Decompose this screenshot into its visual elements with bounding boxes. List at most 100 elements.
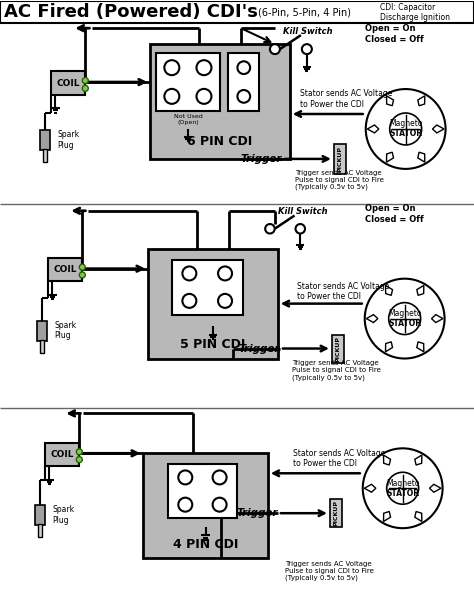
Text: Trigger sends AC Voltage
Pulse to signal CDI to Fire
(Typically 0.5v to 5v): Trigger sends AC Voltage Pulse to signal… <box>295 170 384 190</box>
Text: Trigger sends AC Voltage
Pulse to signal CDI to Fire
(Typically 0.5v to 5v): Trigger sends AC Voltage Pulse to signal… <box>285 561 374 581</box>
Bar <box>168 464 237 518</box>
Circle shape <box>197 60 211 75</box>
Polygon shape <box>383 455 391 465</box>
Polygon shape <box>385 342 392 352</box>
Circle shape <box>265 224 274 234</box>
Polygon shape <box>386 96 393 105</box>
Circle shape <box>366 89 446 169</box>
Text: COIL: COIL <box>56 78 80 88</box>
Bar <box>143 454 268 558</box>
Polygon shape <box>415 455 422 465</box>
Text: COIL: COIL <box>51 450 74 459</box>
Polygon shape <box>418 96 425 105</box>
Circle shape <box>218 294 232 308</box>
Polygon shape <box>417 286 424 295</box>
Circle shape <box>182 294 196 308</box>
Circle shape <box>164 89 179 104</box>
Polygon shape <box>367 125 379 133</box>
Polygon shape <box>383 511 391 522</box>
Polygon shape <box>365 484 376 492</box>
Bar <box>40 130 50 150</box>
Text: Trigger: Trigger <box>238 343 280 354</box>
Text: Kill Switch: Kill Switch <box>283 27 333 36</box>
Text: Magneto: Magneto <box>388 309 421 318</box>
Circle shape <box>295 224 305 234</box>
Circle shape <box>237 61 250 74</box>
Bar <box>172 260 243 314</box>
Bar <box>150 44 290 159</box>
Bar <box>0 1 474 23</box>
Circle shape <box>164 60 179 75</box>
Bar <box>38 524 42 537</box>
Circle shape <box>365 279 445 359</box>
Polygon shape <box>431 314 443 322</box>
Circle shape <box>237 90 250 103</box>
Circle shape <box>363 448 443 528</box>
Circle shape <box>390 113 422 145</box>
Text: CDI: Capacitor
Discharge Ignition: CDI: Capacitor Discharge Ignition <box>380 2 450 22</box>
Bar <box>156 53 220 111</box>
Circle shape <box>79 264 85 270</box>
Polygon shape <box>385 286 392 295</box>
Circle shape <box>270 44 280 54</box>
Bar <box>37 321 47 341</box>
Bar <box>330 499 342 527</box>
Text: AC Fired (Powered) CDI's: AC Fired (Powered) CDI's <box>4 3 258 21</box>
Circle shape <box>82 85 88 91</box>
Text: PICKUP: PICKUP <box>337 146 342 172</box>
Text: PICKUP: PICKUP <box>333 500 338 526</box>
Bar <box>148 249 278 359</box>
Circle shape <box>213 470 227 484</box>
Polygon shape <box>386 152 393 162</box>
Text: Spark
Plug: Spark Plug <box>55 321 76 340</box>
Text: (6-Pin, 5-Pin, 4 Pin): (6-Pin, 5-Pin, 4 Pin) <box>258 7 351 17</box>
Circle shape <box>76 457 82 463</box>
Text: Trigger: Trigger <box>237 508 278 518</box>
Text: 5 PIN CDI: 5 PIN CDI <box>181 338 246 351</box>
Text: STATOR: STATOR <box>386 489 419 498</box>
Bar <box>51 72 85 95</box>
Text: Not Used
(Open): Not Used (Open) <box>173 115 202 125</box>
Bar <box>46 443 79 466</box>
Text: Spark
Plug: Spark Plug <box>52 506 74 525</box>
Circle shape <box>178 470 192 484</box>
Text: Magneto: Magneto <box>389 120 422 129</box>
Text: Spark
Plug: Spark Plug <box>57 130 80 150</box>
Text: Kill Switch: Kill Switch <box>278 207 328 216</box>
Bar <box>40 340 45 352</box>
Bar <box>44 149 47 162</box>
Text: Trigger: Trigger <box>240 154 282 164</box>
Bar <box>48 258 82 281</box>
Circle shape <box>82 78 88 83</box>
Text: COIL: COIL <box>54 265 77 274</box>
Bar <box>228 53 259 111</box>
Text: 6 PIN CDI: 6 PIN CDI <box>187 135 253 148</box>
Polygon shape <box>418 152 425 162</box>
Bar <box>332 335 344 362</box>
Circle shape <box>197 89 211 104</box>
Text: Open = On
Closed = Off: Open = On Closed = Off <box>365 25 423 44</box>
Polygon shape <box>417 342 424 352</box>
Text: Stator sends AC Voltage
to Power the CDI: Stator sends AC Voltage to Power the CDI <box>300 89 392 109</box>
Text: Magneto: Magneto <box>386 479 419 488</box>
Circle shape <box>182 267 196 280</box>
Text: PICKUP: PICKUP <box>335 335 340 362</box>
Text: 4 PIN CDI: 4 PIN CDI <box>173 538 238 551</box>
Circle shape <box>79 272 85 278</box>
Circle shape <box>178 498 192 512</box>
Text: Open = On
Closed = Off: Open = On Closed = Off <box>365 204 423 224</box>
Circle shape <box>302 44 312 54</box>
Polygon shape <box>429 484 441 492</box>
Circle shape <box>218 267 232 280</box>
Circle shape <box>387 472 419 504</box>
Text: Stator sends AC Voltage
to Power the CDI: Stator sends AC Voltage to Power the CDI <box>293 449 385 468</box>
Bar <box>36 505 46 525</box>
Polygon shape <box>415 511 422 522</box>
Text: Trigger sends AC Voltage
Pulse to signal CDI to Fire
(Typically 0.5v to 5v): Trigger sends AC Voltage Pulse to signal… <box>292 360 381 381</box>
Polygon shape <box>366 314 378 322</box>
Circle shape <box>389 303 420 335</box>
Circle shape <box>76 449 82 455</box>
Polygon shape <box>432 125 444 133</box>
Circle shape <box>213 498 227 512</box>
Text: STATOR: STATOR <box>389 129 422 139</box>
